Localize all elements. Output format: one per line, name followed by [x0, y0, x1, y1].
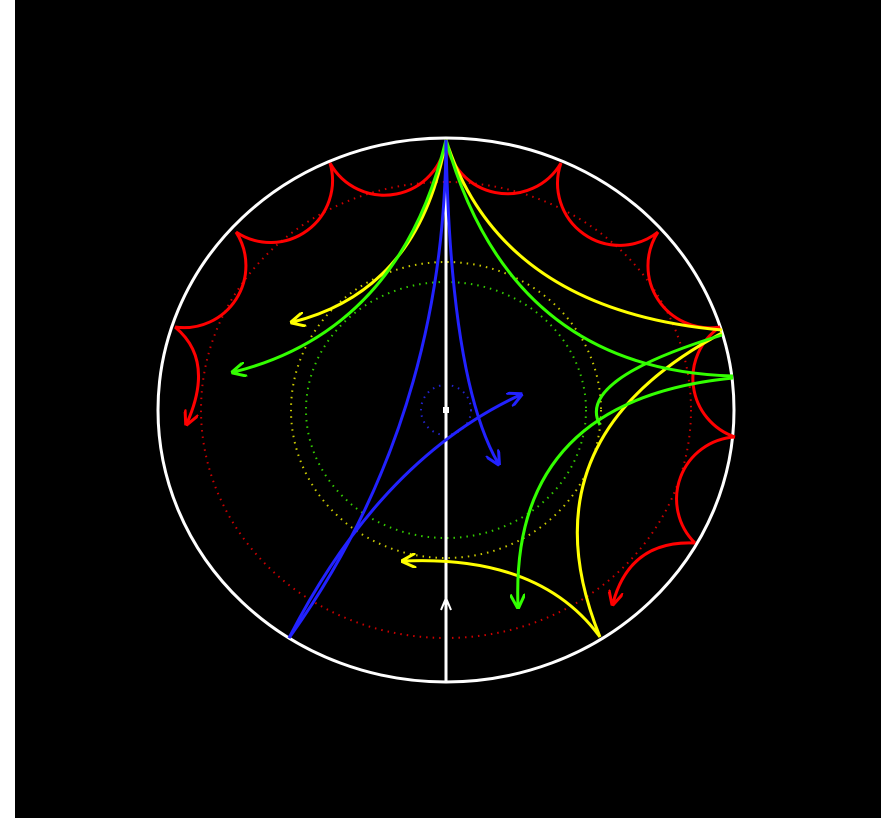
blue-geodesics	[287, 139, 520, 639]
red-arc	[556, 162, 659, 247]
red-arc	[675, 435, 736, 545]
yellow-arc	[575, 331, 723, 638]
green-arrow	[234, 139, 448, 372]
green-arc	[594, 333, 723, 426]
yellow-arc	[444, 139, 723, 332]
green-geodesics	[234, 139, 734, 606]
green-arrow	[518, 376, 734, 606]
blue-arrow	[287, 395, 520, 639]
red-arc	[235, 162, 335, 244]
blue-arrow	[444, 139, 498, 463]
axis-arrow	[440, 595, 452, 611]
center-point	[443, 407, 449, 413]
red-arrow	[174, 325, 200, 423]
dotted-circle-yellow	[290, 261, 602, 559]
red-arrow	[613, 541, 696, 603]
red-arc	[174, 231, 248, 330]
yellow-arrow	[404, 561, 602, 638]
blue-arc	[287, 139, 448, 639]
green-arc	[444, 139, 734, 378]
